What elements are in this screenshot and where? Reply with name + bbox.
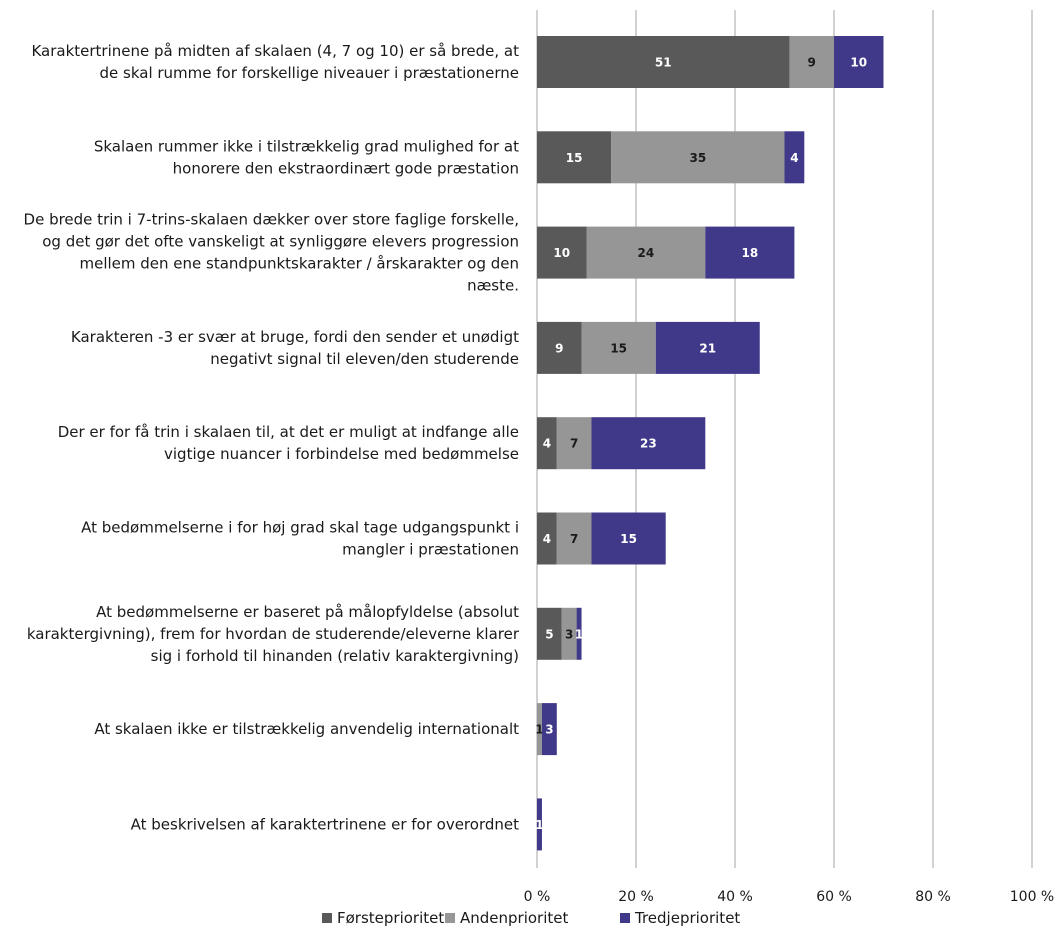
bar-segment — [789, 36, 834, 88]
legend-swatch — [322, 913, 332, 923]
x-tick-label: 40 % — [717, 889, 753, 905]
data-label: 9 — [808, 56, 816, 70]
data-label: 1 — [535, 818, 543, 832]
category-label: Karaktertrinene på midten af skalaen (4,… — [31, 42, 519, 82]
data-label: 9 — [555, 341, 563, 355]
bar-segment — [556, 512, 592, 565]
bar-segment — [537, 417, 557, 470]
category-label: At skalaen ikke er tilstrækkelig anvende… — [94, 720, 519, 738]
category-label: Karakteren -3 er svær at bruge, fordi de… — [71, 328, 519, 368]
bar-segment — [561, 607, 577, 660]
data-label: 10 — [850, 56, 867, 70]
category-label: De brede trin i 7-trins-skalaen dækker o… — [24, 211, 519, 295]
legend-label: Andenprioritet — [460, 909, 569, 927]
bar-segment — [537, 131, 612, 184]
data-label: 35 — [690, 151, 707, 165]
bar-segment — [537, 703, 542, 756]
data-label: 15 — [566, 151, 583, 165]
bar-segment — [537, 512, 557, 565]
data-label: 24 — [638, 246, 655, 260]
bar-segment — [591, 417, 706, 470]
bar-segment — [576, 607, 582, 660]
category-labels: Karaktertrinene på midten af skalaen (4,… — [24, 42, 520, 833]
data-label: 7 — [570, 437, 578, 451]
category-label: Skalaen rummer ikke i tilstrækkelig grad… — [94, 137, 519, 177]
bar-segment — [537, 226, 587, 279]
x-tick-label: 100 % — [1010, 889, 1054, 905]
data-label: 3 — [545, 723, 553, 737]
x-tick-label: 80 % — [915, 889, 951, 905]
data-label: 4 — [543, 437, 551, 451]
bar-segment — [586, 226, 706, 279]
data-label: 4 — [790, 151, 798, 165]
bar-segment — [581, 321, 656, 374]
bar-segment — [556, 417, 592, 470]
data-label: 15 — [620, 532, 637, 546]
data-label: 5 — [545, 627, 553, 641]
bar-segment — [537, 321, 582, 374]
bar-segment — [784, 131, 805, 184]
data-label: 7 — [570, 532, 578, 546]
bar-segment — [591, 512, 666, 565]
legend-swatch — [445, 913, 455, 923]
legend-label: Førsteprioritet — [337, 909, 444, 927]
bar-segment — [705, 226, 795, 279]
category-label: Der er for få trin i skalaen til, at det… — [58, 423, 519, 463]
category-label: At bedømmelserne er baseret på målopfyld… — [27, 603, 520, 665]
data-label: 21 — [699, 341, 716, 355]
bar-segment — [834, 36, 884, 88]
bar-segment — [537, 798, 542, 851]
category-label: At bedømmelserne i for høj grad skal tag… — [81, 519, 519, 559]
data-label: 3 — [565, 627, 573, 641]
data-label: 10 — [553, 246, 570, 260]
legend: Førsteprioritet Andenprioritet Tredjeprior… — [322, 909, 740, 927]
data-label: 18 — [741, 246, 758, 260]
data-label: 51 — [655, 56, 672, 70]
category-label: At beskrivelsen af karaktertrinene er fo… — [131, 815, 519, 833]
bar-segment — [541, 703, 557, 756]
x-axis-tick-labels: 0 % 20 % 40 % 60 % 80 % 100 % — [524, 889, 1055, 905]
data-label: 23 — [640, 437, 657, 451]
x-tick-label: 0 % — [524, 889, 551, 905]
bar-segment — [655, 321, 760, 374]
data-label: 4 — [543, 532, 551, 546]
data-label: 1 — [535, 723, 543, 737]
bar-segment — [537, 36, 790, 88]
bar-segment — [611, 131, 785, 184]
legend-swatch — [620, 913, 630, 923]
data-label: 15 — [610, 341, 627, 355]
bar-segment — [537, 607, 562, 660]
data-label: 1 — [575, 627, 583, 641]
x-tick-label: 60 % — [816, 889, 852, 905]
legend-label: Tredjeprioritet — [634, 909, 740, 927]
x-tick-label: 20 % — [618, 889, 654, 905]
